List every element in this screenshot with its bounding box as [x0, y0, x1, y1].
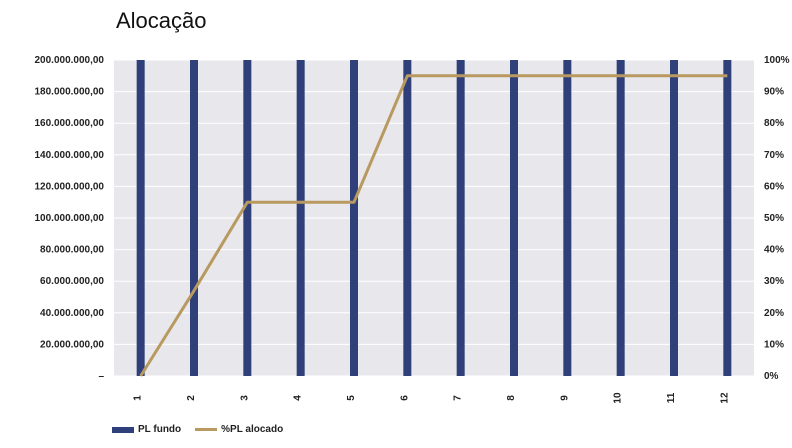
- bar: [190, 60, 198, 376]
- bar: [456, 60, 465, 376]
- left-tick-label: 200.000.000,00: [34, 55, 104, 66]
- legend-bar-label: PL fundo: [138, 424, 182, 435]
- legend-item-line: %PL alocado: [195, 424, 283, 435]
- right-tick-label: 80%: [764, 118, 784, 129]
- bar: [403, 60, 412, 376]
- left-tick-label: 80.000.000,00: [40, 245, 104, 256]
- x-tick-label: 12: [719, 392, 730, 404]
- left-tick-label: 20.000.000,00: [40, 339, 104, 350]
- bar: [296, 60, 305, 376]
- chart-title: Alocação: [116, 8, 207, 33]
- left-tick-label: –: [98, 371, 104, 382]
- right-tick-label: 20%: [764, 308, 784, 319]
- right-tick-label: 100%: [764, 55, 790, 66]
- bar: [616, 60, 625, 376]
- left-tick-label: 140.000.000,00: [34, 150, 104, 161]
- grid-lines: [114, 59, 754, 377]
- right-axis-ticks: 0% 10% 20% 30% 40% 50% 60% 70% 80% 90% 100%: [764, 55, 790, 382]
- right-tick-label: 60%: [764, 181, 784, 192]
- left-tick-label: 40.000.000,00: [40, 308, 104, 319]
- right-tick-label: 50%: [764, 213, 784, 224]
- x-tick-label: 4: [293, 395, 304, 401]
- right-tick-label: 70%: [764, 150, 784, 161]
- left-axis-ticks: – 20.000.000,00 40.000.000,00 60.000.000,00…: [34, 55, 104, 382]
- right-tick-label: 0%: [764, 371, 779, 382]
- x-tick-label: 1: [133, 395, 144, 401]
- bar: [136, 60, 145, 376]
- x-tick-label: 5: [346, 395, 357, 401]
- x-tick-label: 10: [613, 392, 624, 404]
- right-tick-label: 90%: [764, 87, 784, 98]
- left-tick-label: 120.000.000,00: [34, 181, 104, 192]
- x-tick-label: 11: [666, 392, 677, 403]
- bar: [510, 60, 518, 376]
- x-tick-label: 3: [239, 395, 250, 401]
- x-tick-label: 2: [186, 395, 197, 401]
- left-tick-label: 60.000.000,00: [40, 276, 104, 287]
- x-axis-ticks: 1 2 3 4 5 6 7 8 9 10 11 12: [133, 392, 731, 404]
- bar: [350, 60, 358, 376]
- right-tick-label: 30%: [764, 276, 784, 287]
- x-tick-label: 6: [399, 395, 410, 401]
- legend-bar-swatch: [112, 426, 134, 433]
- x-tick-label: 9: [559, 395, 570, 401]
- x-tick-label: 7: [453, 395, 464, 401]
- bar-series: [136, 60, 732, 376]
- bar: [723, 60, 732, 376]
- legend-item-bar: PL fundo: [112, 424, 181, 435]
- line-path: [139, 74, 728, 377]
- bar: [563, 60, 572, 376]
- bar: [243, 60, 252, 376]
- left-tick-label: 160.000.000,00: [34, 118, 104, 129]
- bar: [670, 60, 678, 376]
- legend-line-swatch: [195, 428, 218, 431]
- left-tick-label: 100.000.000,00: [34, 213, 104, 224]
- x-tick-label: 8: [506, 395, 517, 401]
- right-tick-label: 10%: [764, 339, 784, 350]
- line-series: [139, 74, 728, 377]
- right-tick-label: 40%: [764, 245, 784, 256]
- legend-line-label: %PL alocado: [221, 424, 284, 435]
- left-tick-label: 180.000.000,00: [34, 87, 104, 98]
- legend: PL fundo %PL alocado: [112, 424, 283, 435]
